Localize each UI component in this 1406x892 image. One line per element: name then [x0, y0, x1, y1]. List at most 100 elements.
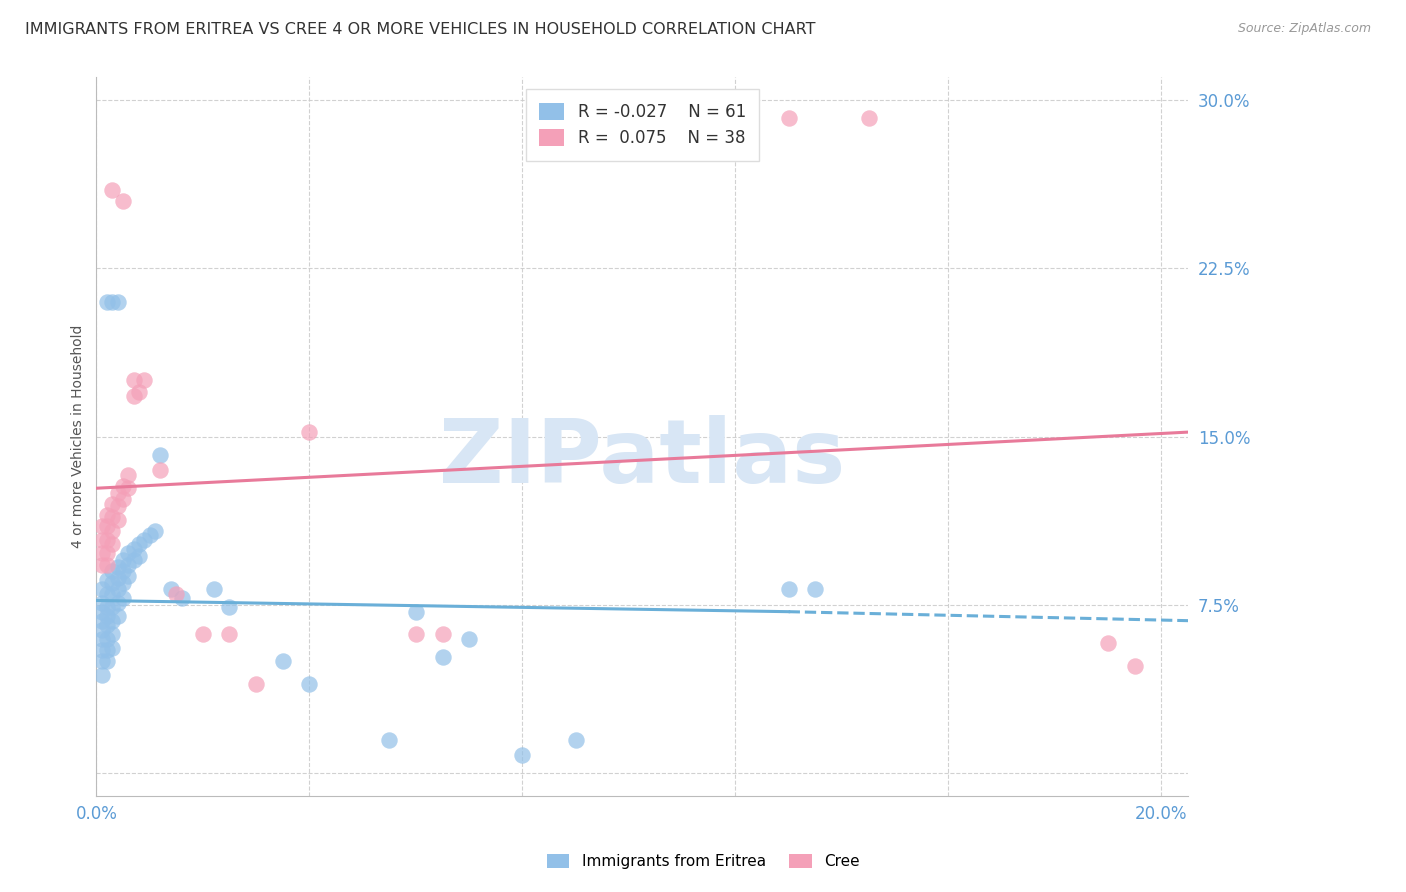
- Point: [134, 374, 156, 388]
- Point: [101, 497, 124, 511]
- Point: [96, 546, 118, 560]
- Point: [405, 627, 427, 641]
- Point: [564, 732, 586, 747]
- Point: [122, 374, 145, 388]
- Point: [96, 519, 118, 533]
- Point: [96, 587, 118, 601]
- Point: [90, 654, 112, 668]
- Point: [1097, 636, 1119, 650]
- Point: [107, 609, 129, 624]
- Point: [101, 640, 124, 655]
- Point: [107, 559, 129, 574]
- Point: [432, 649, 454, 664]
- Point: [101, 587, 124, 601]
- Point: [128, 537, 150, 551]
- Point: [101, 537, 124, 551]
- Point: [122, 541, 145, 556]
- Point: [96, 294, 118, 309]
- Point: [90, 667, 112, 681]
- Point: [90, 546, 112, 560]
- Point: [122, 553, 145, 567]
- Y-axis label: 4 or more Vehicles in Household: 4 or more Vehicles in Household: [72, 325, 86, 549]
- Point: [111, 479, 134, 493]
- Point: [96, 533, 118, 547]
- Point: [107, 499, 129, 513]
- Point: [96, 600, 118, 615]
- Text: Source: ZipAtlas.com: Source: ZipAtlas.com: [1237, 22, 1371, 36]
- Point: [107, 294, 129, 309]
- Point: [298, 676, 321, 690]
- Point: [101, 183, 124, 197]
- Point: [101, 575, 124, 590]
- Point: [96, 654, 118, 668]
- Point: [96, 618, 118, 632]
- Point: [90, 519, 112, 533]
- Point: [90, 623, 112, 637]
- Point: [165, 587, 187, 601]
- Point: [134, 533, 156, 547]
- Point: [458, 632, 481, 646]
- Point: [117, 546, 139, 560]
- Point: [271, 654, 294, 668]
- Point: [138, 528, 160, 542]
- Point: [90, 643, 112, 657]
- Point: [149, 448, 172, 462]
- Point: [122, 389, 145, 403]
- Point: [117, 481, 139, 495]
- Point: [117, 467, 139, 482]
- Point: [90, 605, 112, 619]
- Point: [111, 575, 134, 590]
- Point: [111, 492, 134, 507]
- Point: [90, 632, 112, 646]
- Point: [143, 524, 166, 538]
- Point: [111, 553, 134, 567]
- Point: [90, 614, 112, 628]
- Point: [191, 627, 214, 641]
- Point: [298, 425, 321, 439]
- Point: [96, 632, 118, 646]
- Point: [101, 294, 124, 309]
- Point: [107, 582, 129, 597]
- Point: [101, 564, 124, 578]
- Point: [218, 627, 240, 641]
- Legend: R = -0.027    N = 61, R =  0.075    N = 38: R = -0.027 N = 61, R = 0.075 N = 38: [526, 89, 759, 161]
- Point: [512, 748, 534, 763]
- Point: [111, 194, 134, 208]
- Point: [101, 614, 124, 628]
- Point: [778, 111, 800, 125]
- Point: [90, 596, 112, 610]
- Point: [90, 558, 112, 572]
- Point: [96, 574, 118, 588]
- Point: [170, 591, 193, 606]
- Point: [128, 549, 150, 563]
- Point: [96, 508, 118, 523]
- Text: IMMIGRANTS FROM ERITREA VS CREE 4 OR MORE VEHICLES IN HOUSEHOLD CORRELATION CHAR: IMMIGRANTS FROM ERITREA VS CREE 4 OR MOR…: [25, 22, 815, 37]
- Point: [96, 609, 118, 624]
- Point: [858, 111, 880, 125]
- Point: [90, 533, 112, 547]
- Point: [101, 510, 124, 524]
- Point: [160, 582, 183, 597]
- Point: [90, 582, 112, 597]
- Point: [378, 732, 401, 747]
- Point: [432, 627, 454, 641]
- Point: [107, 596, 129, 610]
- Point: [128, 384, 150, 399]
- Point: [96, 643, 118, 657]
- Point: [1123, 658, 1146, 673]
- Point: [101, 600, 124, 615]
- Legend: Immigrants from Eritrea, Cree: Immigrants from Eritrea, Cree: [540, 848, 866, 875]
- Point: [111, 564, 134, 578]
- Point: [149, 463, 172, 477]
- Point: [107, 485, 129, 500]
- Point: [107, 571, 129, 585]
- Point: [245, 676, 267, 690]
- Point: [101, 524, 124, 538]
- Point: [96, 558, 118, 572]
- Text: ZIPatlas: ZIPatlas: [439, 415, 845, 501]
- Point: [117, 568, 139, 582]
- Point: [804, 582, 827, 597]
- Point: [202, 582, 225, 597]
- Point: [117, 558, 139, 572]
- Point: [111, 591, 134, 606]
